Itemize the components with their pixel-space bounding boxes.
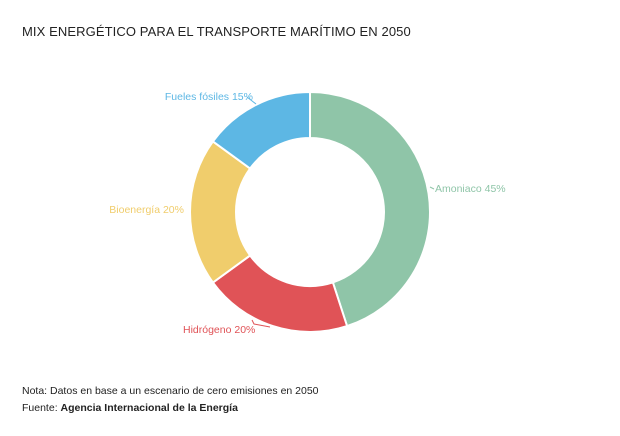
leader-line-0 (429, 186, 435, 190)
labels-group: Amoniaco 45% Hidrógeno 20% Bioenergía 20% F… (109, 91, 505, 336)
source-prefix: Fuente: (22, 402, 61, 414)
slice-fueles-fósiles[interactable] (211, 90, 311, 170)
leaders-group (246, 96, 435, 328)
source-name: Agencia Internacional de la Energía (60, 402, 238, 414)
chart-title: MIX ENERGÉTICO PARA EL TRANSPORTE MARÍTI… (22, 24, 411, 39)
source-line: Fuente: Agencia Internacional de la Ener… (22, 402, 238, 414)
slice-amoniaco[interactable] (309, 90, 431, 328)
slice-label-3: Fueles fósiles 15% (165, 91, 253, 103)
leader-line-1 (251, 319, 271, 328)
slices-group (189, 90, 431, 333)
footnote: Nota: Datos en base a un escenario de ce… (22, 385, 319, 397)
slice-label-0: Amoniaco 45% (435, 183, 506, 195)
slice-label-1: Hidrógeno 20% (183, 324, 255, 336)
leader-line-3 (246, 96, 257, 105)
slice-label-2: Bioenergía 20% (109, 204, 184, 216)
